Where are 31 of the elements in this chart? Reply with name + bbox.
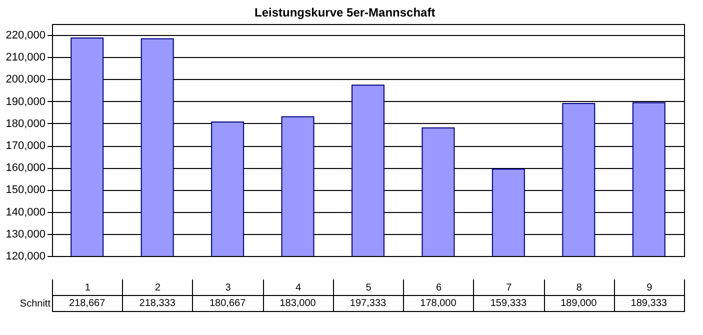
chart-title: Leistungskurve 5er-Mannschaft bbox=[254, 6, 436, 20]
data-label: 180,667 bbox=[209, 298, 246, 309]
data-label: 218,333 bbox=[139, 298, 176, 309]
x-tick-label: 6 bbox=[436, 282, 442, 294]
x-tick-label: 9 bbox=[646, 282, 653, 294]
x-tick-label: 5 bbox=[366, 282, 372, 294]
x-tick-label: 1 bbox=[84, 282, 91, 294]
y-tick-label: 140,000 bbox=[6, 206, 46, 218]
x-tick-label: 7 bbox=[506, 282, 512, 294]
y-tick-label: 160,000 bbox=[6, 162, 46, 174]
x-tick-label: 3 bbox=[225, 282, 232, 294]
y-tick-label: 200,000 bbox=[6, 74, 46, 86]
data-label: 178,000 bbox=[420, 298, 457, 309]
y-tick-label: 180,000 bbox=[6, 118, 46, 130]
data-label: 197,333 bbox=[350, 298, 387, 309]
y-tick-label: 170,000 bbox=[6, 140, 46, 152]
y-tick-label: 220,000 bbox=[6, 30, 46, 42]
y-tick-label: 120,000 bbox=[6, 250, 46, 262]
text: Schnitt bbox=[20, 298, 51, 310]
data-label: 183,000 bbox=[280, 298, 316, 309]
y-tick-label: 190,000 bbox=[6, 96, 46, 108]
data-label: 189,000 bbox=[560, 298, 598, 309]
data-label: 218,667 bbox=[69, 298, 106, 309]
y-tick-label: 130,000 bbox=[6, 228, 46, 240]
y-tick-label: 150,000 bbox=[6, 184, 46, 196]
x-tick-label: 4 bbox=[295, 282, 302, 294]
x-tick-label: 8 bbox=[576, 282, 582, 294]
x-tick-label: 2 bbox=[155, 282, 162, 294]
data-label: 159,333 bbox=[490, 298, 527, 309]
y-tick-label: 210,000 bbox=[6, 52, 46, 64]
data-label: 189,333 bbox=[630, 298, 668, 309]
